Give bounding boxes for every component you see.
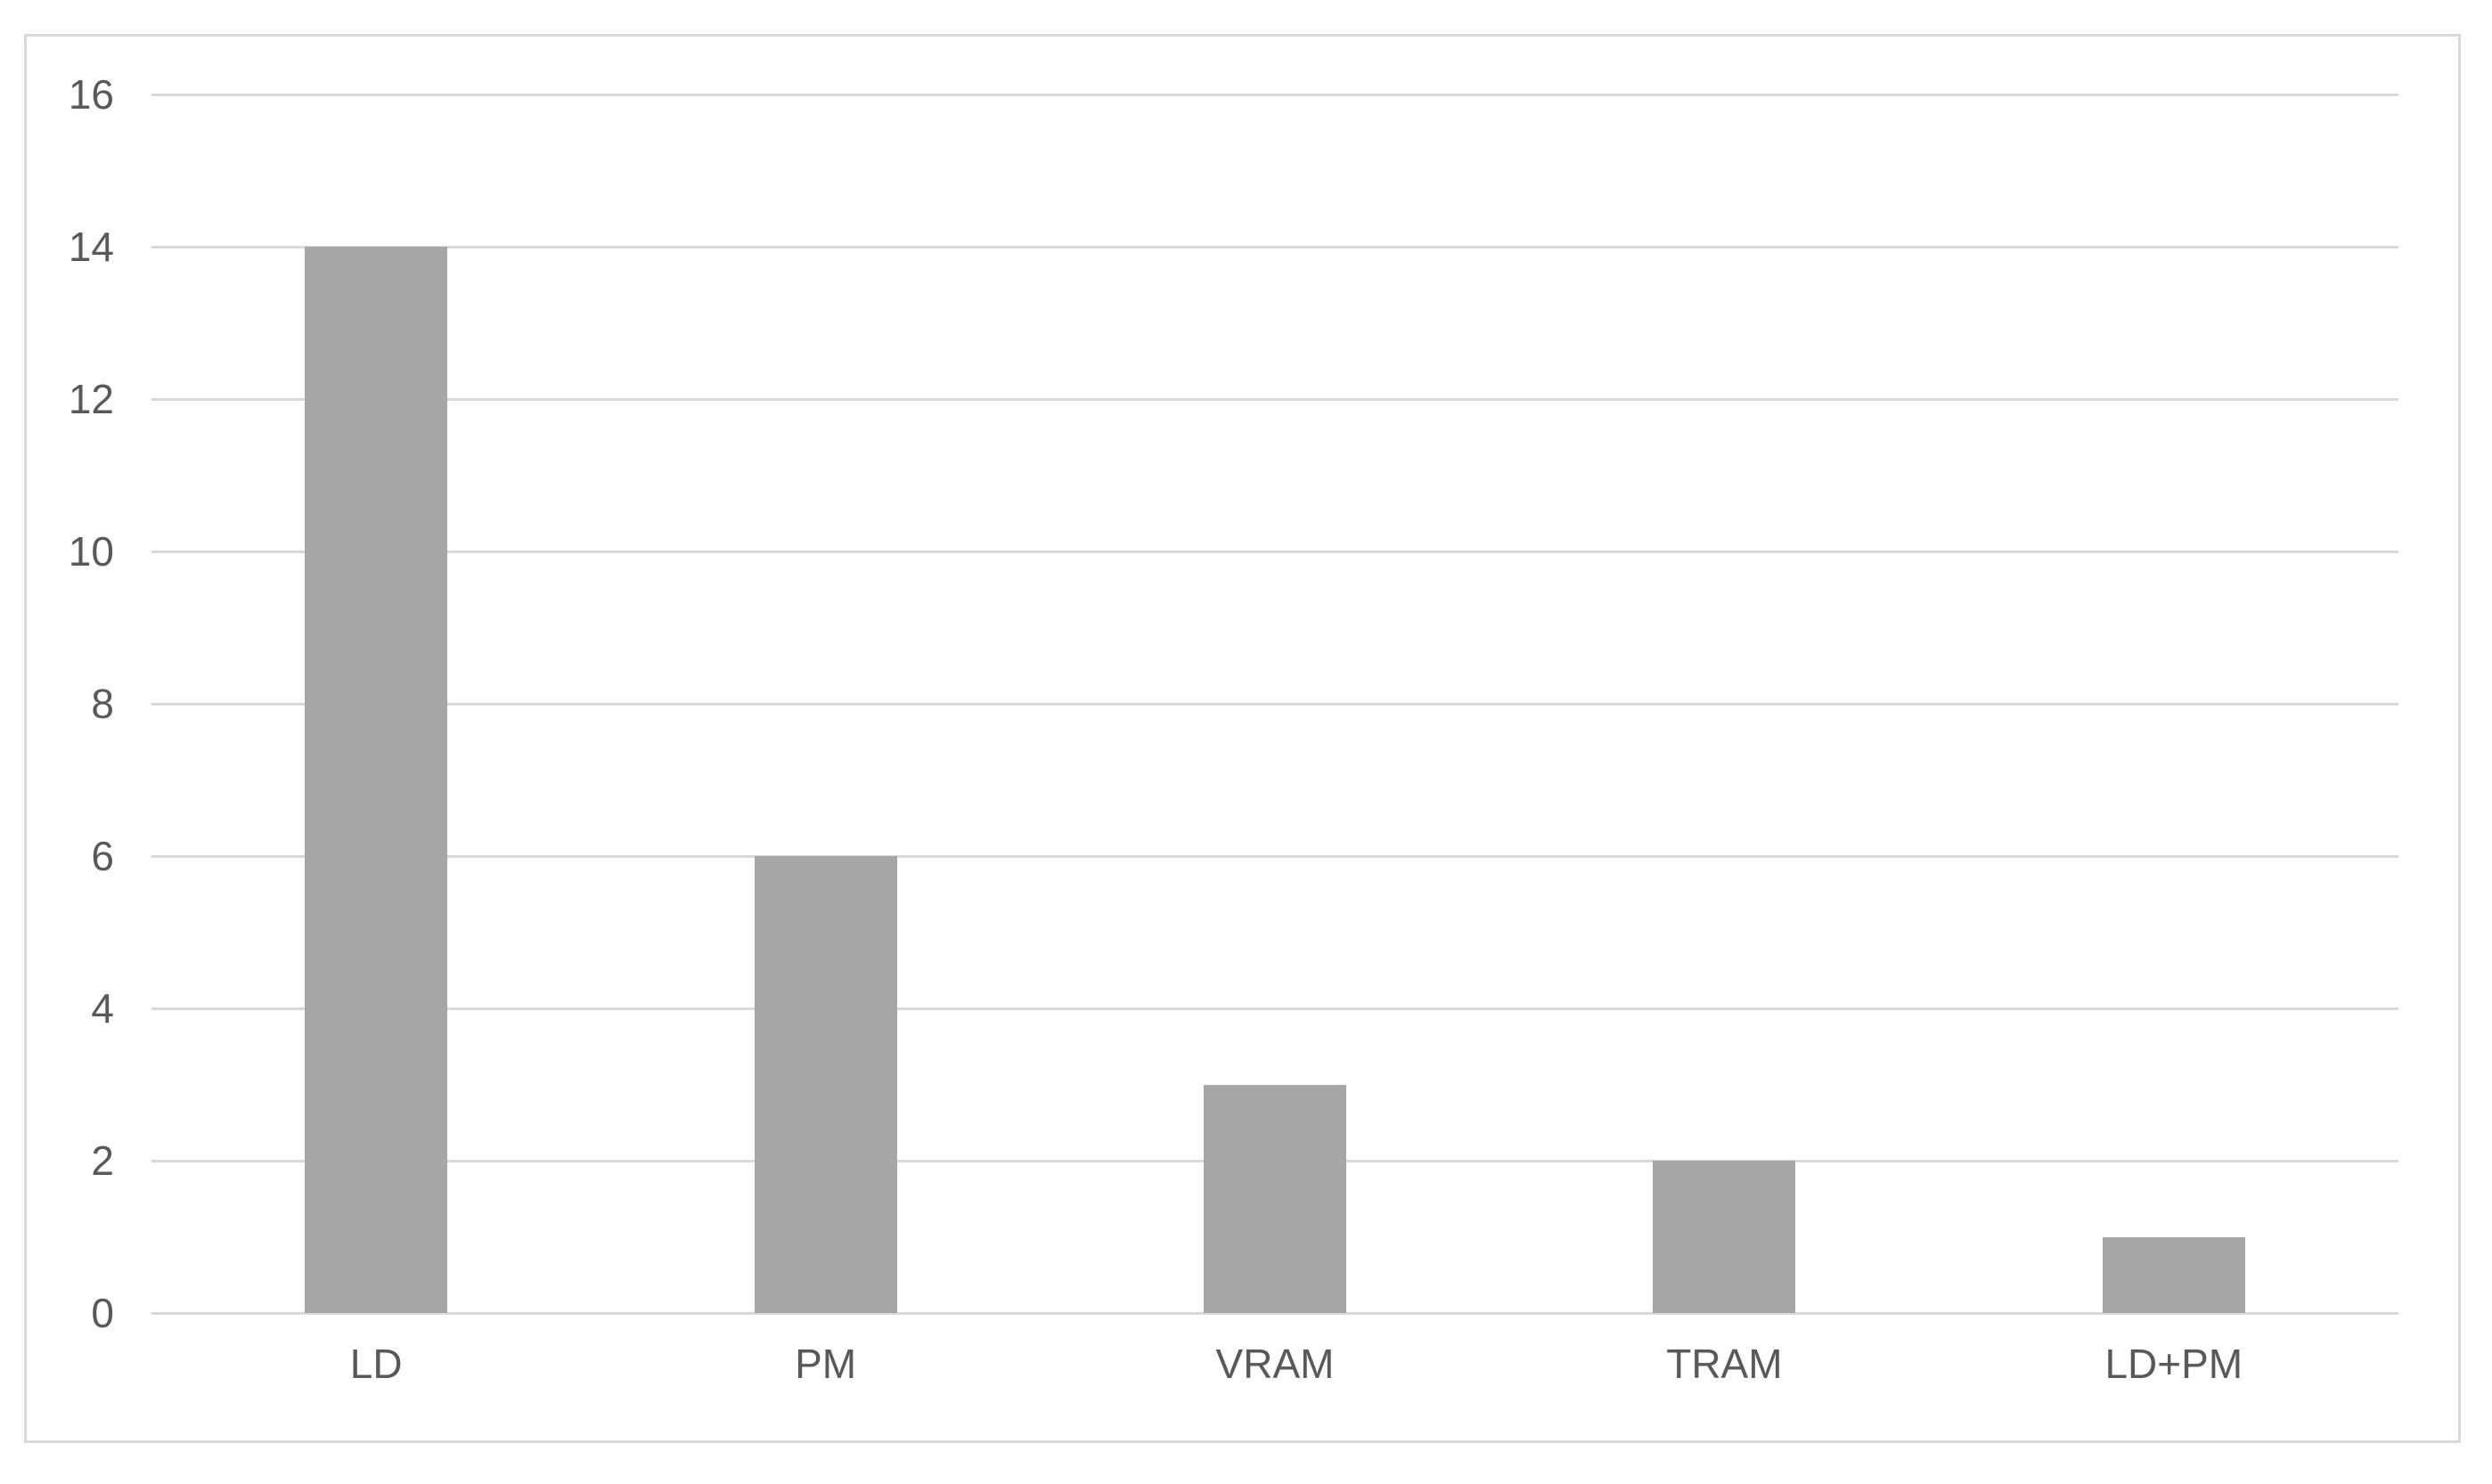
y-tick-label-2: 2: [91, 1137, 114, 1184]
gridline-y-0: [151, 1311, 2398, 1315]
x-category-label-LD+PM: LD+PM: [2104, 1341, 2243, 1387]
bar-VRAM: [1204, 1084, 1346, 1313]
bar-PM: [754, 856, 897, 1313]
gridline-y-12: [151, 397, 2398, 401]
y-tick-label-4: 4: [91, 985, 114, 1031]
y-tick-label-14: 14: [68, 224, 114, 270]
y-tick-label-6: 6: [91, 833, 114, 879]
bar-TRAM: [1653, 1161, 1796, 1313]
y-tick-label-16: 16: [68, 71, 114, 118]
x-category-label-LD: LD: [349, 1341, 403, 1387]
y-tick-label-0: 0: [91, 1290, 114, 1336]
x-category-label-TRAM: TRAM: [1666, 1341, 1783, 1387]
x-category-label-VRAM: VRAM: [1215, 1341, 1335, 1387]
gridline-y-16: [151, 93, 2398, 96]
gridline-y-6: [151, 854, 2398, 858]
y-tick-label-8: 8: [91, 681, 114, 727]
y-tick-label-12: 12: [68, 376, 114, 422]
bar-LD: [305, 247, 448, 1313]
gridline-y-14: [151, 245, 2398, 249]
y-tick-label-10: 10: [68, 528, 114, 575]
gridline-y-4: [151, 1007, 2398, 1010]
gridline-y-8: [151, 702, 2398, 705]
bar-LD+PM: [2102, 1236, 2245, 1313]
x-category-label-PM: PM: [795, 1341, 857, 1387]
gridline-y-10: [151, 550, 2398, 553]
